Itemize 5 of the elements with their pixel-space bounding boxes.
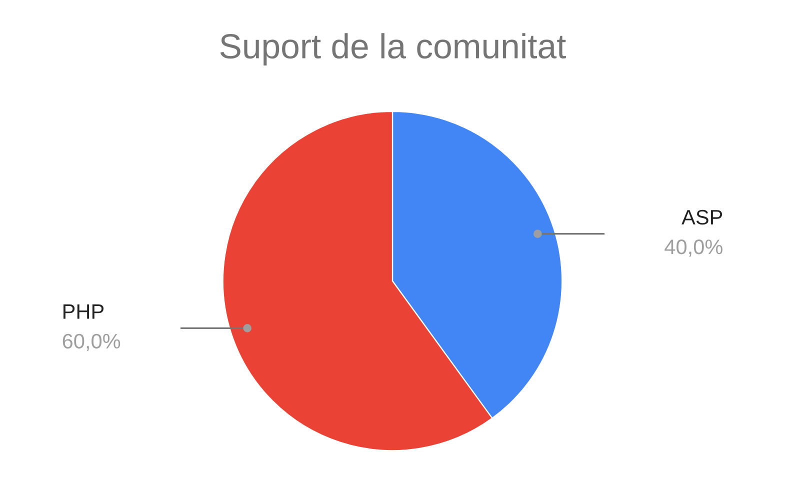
data-label: 60,0% — [62, 334, 120, 352]
slice-label: PHP — [64, 304, 104, 319]
chart-title: Suport de la comunitat — [220, 33, 566, 66]
data-label: 40,0% — [664, 239, 722, 257]
slice-label: ASP — [682, 210, 722, 225]
